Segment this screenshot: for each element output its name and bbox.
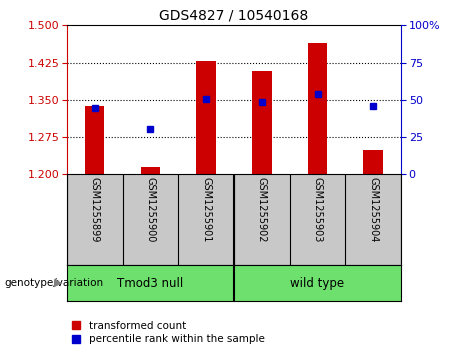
Text: wild type: wild type <box>290 277 344 290</box>
Bar <box>85 106 105 174</box>
Legend: transformed count, percentile rank within the sample: transformed count, percentile rank withi… <box>72 321 265 344</box>
Bar <box>308 43 327 174</box>
Title: GDS4827 / 10540168: GDS4827 / 10540168 <box>160 9 308 23</box>
Text: GSM1255903: GSM1255903 <box>313 177 323 242</box>
Bar <box>363 150 383 174</box>
Text: GSM1255902: GSM1255902 <box>257 177 267 242</box>
Text: genotype/variation: genotype/variation <box>5 278 104 288</box>
Text: GSM1255901: GSM1255901 <box>201 177 211 242</box>
Text: GSM1255899: GSM1255899 <box>90 177 100 242</box>
Bar <box>252 71 272 174</box>
Bar <box>141 167 160 174</box>
Text: GSM1255904: GSM1255904 <box>368 177 378 242</box>
Text: GSM1255900: GSM1255900 <box>145 177 155 242</box>
Bar <box>196 61 216 174</box>
Text: ▶: ▶ <box>54 278 62 288</box>
Text: Tmod3 null: Tmod3 null <box>117 277 183 290</box>
